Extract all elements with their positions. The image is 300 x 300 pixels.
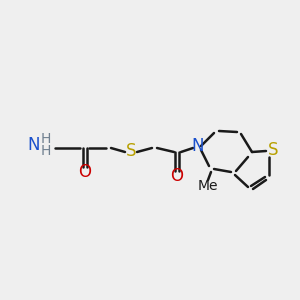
Text: O: O (79, 163, 92, 181)
Text: N: N (192, 137, 204, 155)
Text: N: N (28, 136, 40, 154)
Text: H: H (41, 144, 51, 158)
Text: Me: Me (198, 179, 218, 193)
Text: S: S (126, 142, 136, 160)
Text: O: O (170, 167, 184, 185)
Text: H: H (41, 132, 51, 146)
Text: S: S (268, 141, 278, 159)
